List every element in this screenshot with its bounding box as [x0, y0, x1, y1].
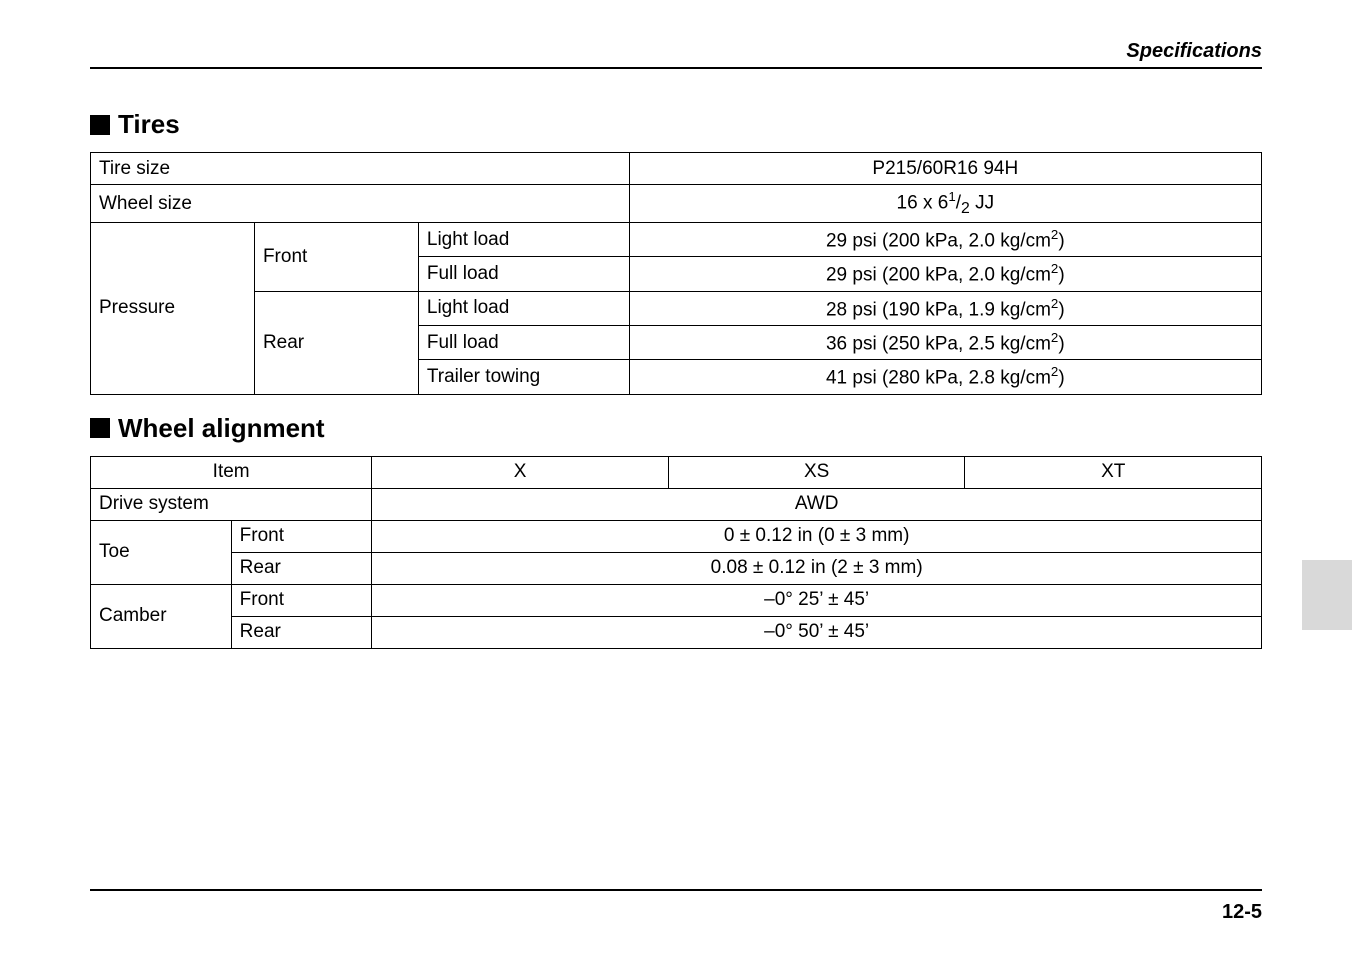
rear-full-value: 36 psi (250 kPa, 2.5 kg/cm2): [629, 326, 1261, 360]
section-title-wheel: Wheel alignment: [90, 413, 1262, 444]
x-header: X: [372, 456, 669, 488]
rear-label: Rear: [254, 291, 418, 394]
cell-tail: ): [1058, 230, 1064, 251]
page-number: 12-5: [1222, 901, 1262, 923]
camber-front-value: –0° 25’ ± 45’: [372, 584, 1262, 616]
rear-trailer-label: Trailer towing: [418, 360, 629, 394]
toe-front-value: 0 ± 0.12 in (0 ± 3 mm): [372, 520, 1262, 552]
tires-heading: Tires: [118, 109, 180, 140]
table-row: Toe Front 0 ± 0.12 in (0 ± 3 mm): [91, 520, 1262, 552]
front-label: Front: [254, 223, 418, 292]
table-row: Rear 0.08 ± 0.12 in (2 ± 3 mm): [91, 552, 1262, 584]
wheel-heading: Wheel alignment: [118, 413, 325, 444]
wheel-size-prefix: 16 x 6: [897, 192, 949, 213]
square-bullet-icon: [90, 115, 110, 135]
header-rule: Specifications: [90, 40, 1262, 69]
wheel-size-label: Wheel size: [91, 185, 630, 223]
rear-trailer-value: 41 psi (280 kPa, 2.8 kg/cm2): [629, 360, 1261, 394]
cell-text: 36 psi (250 kPa, 2.5 kg/cm: [826, 333, 1051, 354]
cell-text: 41 psi (280 kPa, 2.8 kg/cm: [826, 368, 1051, 389]
tires-table: Tire size P215/60R16 94H Wheel size 16 x…: [90, 152, 1262, 395]
tire-size-label: Tire size: [91, 153, 630, 185]
table-row: Rear –0° 50’ ± 45’: [91, 616, 1262, 648]
xt-header: XT: [965, 456, 1262, 488]
section-title-tires: Tires: [90, 109, 1262, 140]
rear-light-label: Light load: [418, 291, 629, 325]
camber-rear-value: –0° 50’ ± 45’: [372, 616, 1262, 648]
table-row: Camber Front –0° 25’ ± 45’: [91, 584, 1262, 616]
wheel-size-frac-top: 1: [948, 189, 955, 204]
tire-size-value: P215/60R16 94H: [629, 153, 1261, 185]
square-bullet-icon: [90, 418, 110, 438]
toe-label: Toe: [91, 520, 232, 584]
footer-rule: 12-5: [90, 889, 1262, 924]
camber-label: Camber: [91, 584, 232, 648]
table-row: Rear Light load 28 psi (190 kPa, 1.9 kg/…: [91, 291, 1262, 325]
table-row: Item X XS XT: [91, 456, 1262, 488]
cell-tail: ): [1058, 368, 1064, 389]
table-row: Pressure Front Light load 29 psi (200 kP…: [91, 223, 1262, 257]
toe-rear-value: 0.08 ± 0.12 in (2 ± 3 mm): [372, 552, 1262, 584]
cell-text: 29 psi (200 kPa, 2.0 kg/cm: [826, 230, 1051, 251]
table-row: Drive system AWD: [91, 488, 1262, 520]
cell-tail: ): [1058, 265, 1064, 286]
header-title: Specifications: [1126, 40, 1262, 62]
drive-value: AWD: [372, 488, 1262, 520]
item-header: Item: [91, 456, 372, 488]
rear-light-value: 28 psi (190 kPa, 1.9 kg/cm2): [629, 291, 1261, 325]
pressure-label: Pressure: [91, 223, 255, 395]
cell-text: 28 psi (190 kPa, 1.9 kg/cm: [826, 299, 1051, 320]
front-light-label: Light load: [418, 223, 629, 257]
camber-rear-label: Rear: [231, 616, 372, 648]
wheel-table: Item X XS XT Drive system AWD Toe Front …: [90, 456, 1262, 649]
wheel-size-frac-bot: 2: [961, 200, 970, 217]
cell-tail: ): [1058, 333, 1064, 354]
drive-label: Drive system: [91, 488, 372, 520]
front-light-value: 29 psi (200 kPa, 2.0 kg/cm2): [629, 223, 1261, 257]
page-container: Specifications Tires Tire size P215/60R1…: [0, 0, 1352, 954]
xs-header: XS: [668, 456, 965, 488]
front-full-value: 29 psi (200 kPa, 2.0 kg/cm2): [629, 257, 1261, 291]
page-side-tab: [1302, 560, 1352, 630]
camber-front-label: Front: [231, 584, 372, 616]
toe-rear-label: Rear: [231, 552, 372, 584]
cell-tail: ): [1058, 299, 1064, 320]
wheel-size-suffix: JJ: [970, 192, 994, 213]
toe-front-label: Front: [231, 520, 372, 552]
table-row: Tire size P215/60R16 94H: [91, 153, 1262, 185]
table-row: Wheel size 16 x 61/2 JJ: [91, 185, 1262, 223]
cell-text: 29 psi (200 kPa, 2.0 kg/cm: [826, 265, 1051, 286]
rear-full-label: Full load: [418, 326, 629, 360]
front-full-label: Full load: [418, 257, 629, 291]
wheel-size-value: 16 x 61/2 JJ: [629, 185, 1261, 223]
